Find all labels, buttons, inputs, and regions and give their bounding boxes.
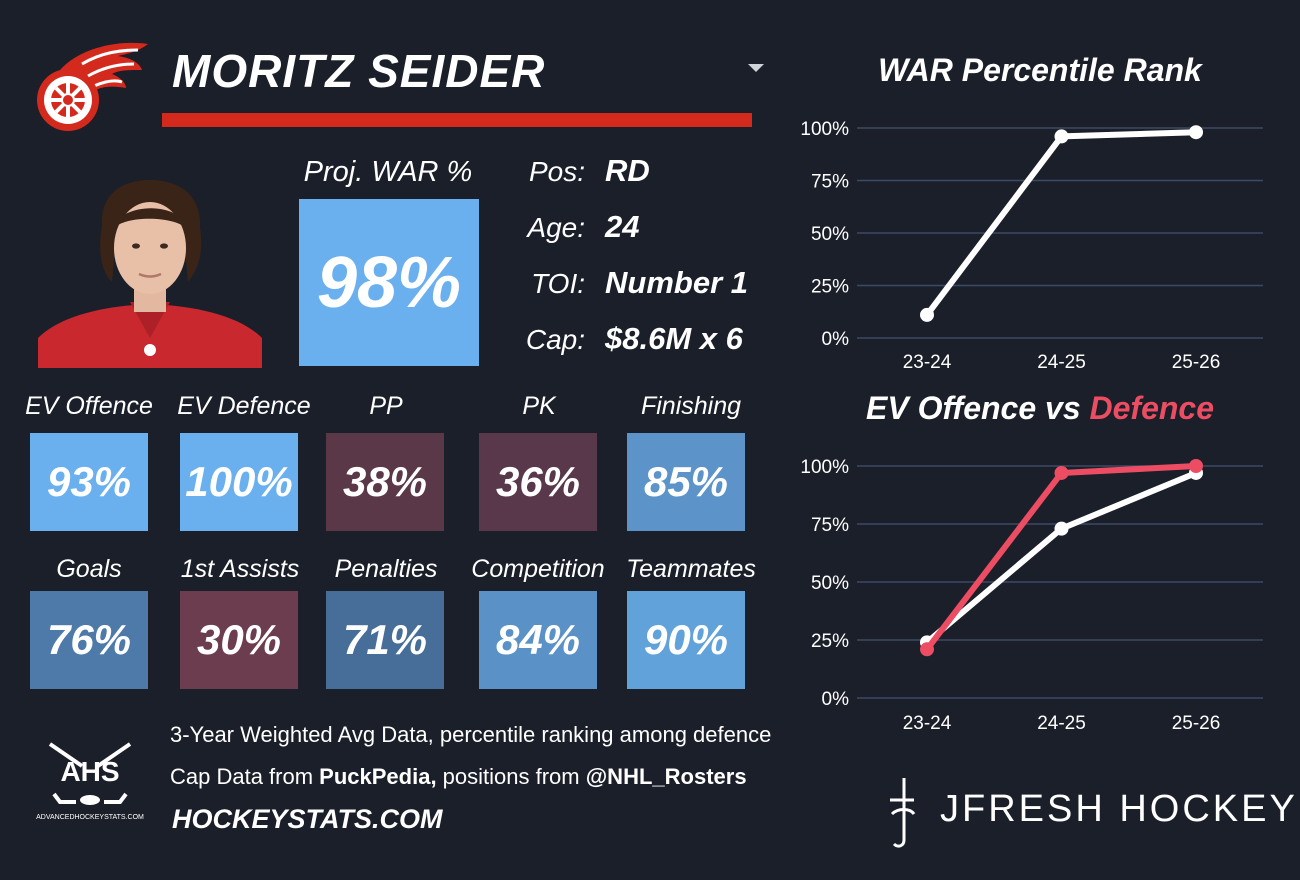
y-tick-label: 0%: [822, 329, 850, 350]
info-value-age: 24: [605, 209, 640, 244]
brand-name: JFRESH HOCKEY: [940, 788, 1298, 830]
ahs-logo-text: AHS: [60, 756, 120, 787]
tile-label-pp: PP: [369, 392, 403, 420]
data-point: [1189, 459, 1203, 473]
tile-label-first-assists: 1st Assists: [180, 555, 300, 583]
footer-sources-mid: positions from: [436, 764, 586, 789]
tile-first-assists: 30%: [180, 591, 298, 689]
data-point: [920, 642, 934, 657]
footer-note-data: 3-Year Weighted Avg Data, percentile ran…: [170, 722, 772, 747]
chevron-down-icon[interactable]: [748, 64, 764, 72]
red-wings-logo-icon: [37, 42, 148, 131]
x-tick-label: 25-26: [1172, 352, 1221, 373]
info-label-cap: Cap:: [525, 324, 585, 355]
ahs-logo-icon: AHS ADVANCEDHOCKEYSTATS.COM: [36, 736, 144, 826]
footer-note-sources: Cap Data from PuckPedia, positions from …: [170, 764, 747, 790]
tile-goals: 76%: [30, 591, 148, 689]
chart-title-ev-offence-vs-defence: EV Offence vs Defence: [820, 390, 1260, 427]
tile-label-ev-defence: EV Defence: [177, 392, 311, 420]
jfresh-logo-icon: [890, 778, 916, 848]
x-tick-label: 24-25: [1037, 713, 1086, 734]
footer-sources-prefix: Cap Data from: [170, 764, 320, 789]
info-label-toi: TOI:: [531, 268, 585, 299]
ahs-url: ADVANCEDHOCKEYSTATS.COM: [36, 814, 144, 821]
tile-label-teammates: Teammates: [626, 555, 756, 583]
tile-label-goals: Goals: [56, 555, 122, 583]
data-point: [1054, 129, 1069, 144]
war-percentile-chart: 0% 25% 50% 75% 100% 23-24 24-25 25-26: [800, 119, 1263, 373]
footer-source-nhl-rosters: @NHL_Rosters: [585, 764, 747, 789]
y-tick-label: 25%: [811, 277, 849, 298]
title-underline: [162, 113, 752, 127]
projected-war-label: Proj. WAR %: [303, 156, 473, 188]
tile-finishing: 85%: [627, 433, 745, 531]
info-label-position: Pos:: [528, 156, 585, 187]
x-tick-label: 23-24: [903, 713, 952, 734]
info-value-toi: Number 1: [605, 265, 748, 300]
y-tick-label: 75%: [811, 515, 849, 536]
y-tick-label: 75%: [811, 172, 849, 193]
projected-war-value: 98%: [299, 199, 479, 366]
chart-title-part-defence: Defence: [1089, 390, 1215, 426]
x-tick-label: 23-24: [903, 352, 952, 373]
x-tick-label: 24-25: [1037, 352, 1086, 373]
tile-competition: 84%: [479, 591, 597, 689]
series-line-1: [924, 463, 1199, 653]
tile-label-competition: Competition: [471, 555, 605, 583]
series-line-0: [924, 129, 1199, 318]
data-point: [1189, 125, 1203, 140]
info-value-position: RD: [605, 153, 650, 188]
info-value-cap: $8.6M x 6: [605, 321, 743, 356]
ev-offence-vs-defence-chart: 0% 25% 50% 75% 100% 23-24 24-25 25-26: [800, 457, 1263, 734]
tile-ev-defence: 100%: [180, 433, 298, 531]
data-point: [1054, 521, 1069, 536]
y-tick-label: 100%: [800, 457, 849, 478]
tile-label-finishing: Finishing: [640, 392, 742, 420]
y-tick-label: 100%: [800, 119, 849, 140]
data-point: [920, 307, 934, 322]
tile-label-ev-offence: EV Offence: [25, 392, 153, 420]
y-tick-label: 50%: [811, 224, 849, 245]
tile-label-pk: PK: [522, 392, 556, 420]
chart-title-part-offence: EV Offence vs: [865, 390, 1090, 426]
y-tick-label: 50%: [811, 573, 849, 594]
tile-ev-offence: 93%: [30, 433, 148, 531]
chart-title-war-percentile: WAR Percentile Rank: [878, 52, 1202, 88]
data-point: [1054, 465, 1069, 480]
player-name: MORITZ SEIDER: [172, 45, 546, 97]
player-photo: [38, 178, 262, 368]
y-tick-label: 0%: [822, 689, 850, 710]
tile-label-penalties: Penalties: [334, 555, 438, 583]
series-line-0: [924, 469, 1199, 646]
tile-pk: 36%: [479, 433, 597, 531]
site-link[interactable]: HOCKEYSTATS.COM: [172, 804, 443, 834]
tile-teammates: 90%: [627, 591, 745, 689]
info-label-age: Age:: [527, 212, 585, 243]
tile-pp: 38%: [326, 433, 444, 531]
tile-penalties: 71%: [326, 591, 444, 689]
y-tick-label: 25%: [811, 631, 849, 652]
x-tick-label: 25-26: [1172, 713, 1221, 734]
footer-source-puckpedia: PuckPedia,: [319, 764, 437, 789]
